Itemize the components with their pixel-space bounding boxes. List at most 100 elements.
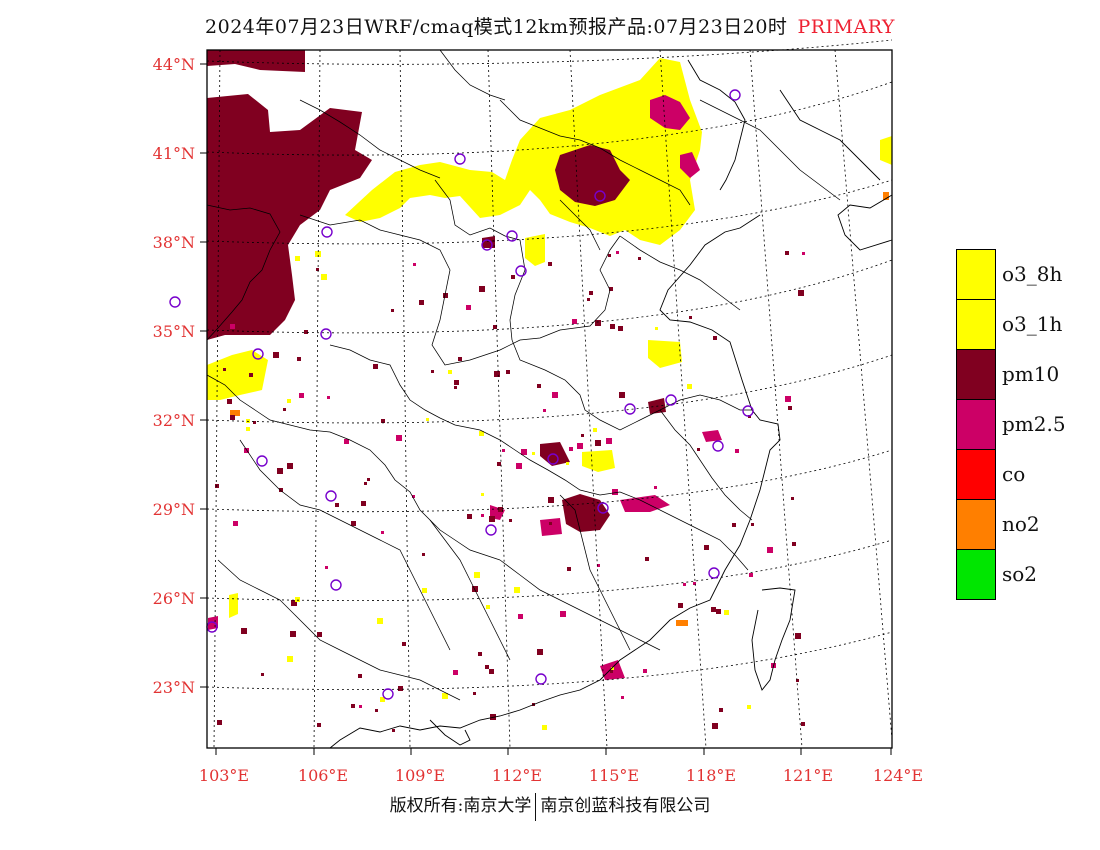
title-tag: PRIMARY xyxy=(797,16,895,38)
pollution-speck xyxy=(472,586,478,592)
station-marker xyxy=(506,230,518,242)
pollution-speck xyxy=(795,633,801,639)
pollution-speck xyxy=(552,392,558,398)
pollution-speck xyxy=(549,522,552,525)
pollution-speck xyxy=(606,438,612,444)
pollution-speck xyxy=(560,611,566,617)
pollution-speck xyxy=(732,523,736,527)
legend-swatch xyxy=(956,449,996,500)
legend-swatch xyxy=(956,249,996,300)
pollution-speck xyxy=(351,704,355,708)
pollution-speck xyxy=(610,670,613,673)
pollution-speck xyxy=(749,573,753,577)
lat-label: 26°N xyxy=(153,589,195,608)
map-frame xyxy=(206,49,893,749)
legend-swatch xyxy=(956,399,996,450)
lon-label: 109°E xyxy=(395,766,445,785)
pollution-speck xyxy=(713,336,717,340)
station-marker xyxy=(454,153,466,165)
pollution-speck xyxy=(375,709,378,712)
pollution-speck xyxy=(543,409,546,412)
pollution-speck xyxy=(398,686,403,691)
pollution-speck xyxy=(595,440,601,446)
pollution-speck xyxy=(689,316,692,319)
pollution-speck xyxy=(716,609,721,614)
title-main: 2024年07月23日WRF/cmaq模式12km预报产品:07月23日20时 xyxy=(205,16,788,38)
pollution-speck xyxy=(619,392,625,398)
pollution-speck xyxy=(481,493,484,496)
pollution-speck xyxy=(532,452,535,455)
pollution-speck xyxy=(506,370,510,374)
pollution-speck xyxy=(572,319,577,324)
pollution-speck xyxy=(655,327,658,330)
lat-label: 23°N xyxy=(153,678,195,697)
pollution-speck xyxy=(548,262,552,266)
station-marker xyxy=(169,296,181,308)
pollution-speck xyxy=(514,587,520,593)
pollution-speck xyxy=(230,415,235,420)
pollution-speck xyxy=(479,431,484,436)
pollution-speck xyxy=(611,667,614,670)
station-marker xyxy=(594,190,606,202)
legend-swatch xyxy=(956,549,996,600)
pollution-speck xyxy=(321,274,327,280)
pollution-speck xyxy=(381,419,385,423)
pollution-speck xyxy=(638,257,641,260)
station-marker xyxy=(665,394,677,406)
pollution-speck xyxy=(785,396,791,402)
pollution-speck xyxy=(704,545,709,550)
station-marker xyxy=(742,405,754,417)
pollution-speck xyxy=(413,263,416,266)
station-marker xyxy=(382,688,394,700)
station-marker xyxy=(325,490,337,502)
pollution-speck xyxy=(767,547,773,553)
pollution-speck xyxy=(351,521,356,526)
pollution-speck xyxy=(454,386,457,389)
footer-divider xyxy=(535,792,537,821)
lon-label: 112°E xyxy=(492,766,542,785)
pollution-speck xyxy=(645,557,649,561)
pollution-speck xyxy=(317,723,321,727)
pollution-speck xyxy=(567,567,571,571)
legend-label: pm10 xyxy=(1002,362,1060,386)
lon-label: 115°E xyxy=(589,766,639,785)
graticule xyxy=(206,39,893,749)
pollution-speck xyxy=(230,324,235,329)
pollution-speck xyxy=(249,373,253,377)
lon-label: 121°E xyxy=(783,766,833,785)
station-marker xyxy=(252,348,264,360)
pollution-speck xyxy=(711,607,716,612)
pollution-speck xyxy=(597,564,600,567)
pollution-speck xyxy=(584,457,588,461)
station-marker xyxy=(708,567,720,579)
pollution-speck xyxy=(315,251,321,257)
station-marker xyxy=(712,440,724,452)
station-marker xyxy=(597,502,609,514)
pollution-speck xyxy=(724,610,729,615)
pm-region-beijing-tianjin xyxy=(555,95,700,206)
pollution-speck xyxy=(453,670,458,675)
legend-label: so2 xyxy=(1002,562,1038,586)
pollution-speck xyxy=(569,447,573,451)
pollution-speck xyxy=(299,393,304,398)
coastline xyxy=(329,59,893,749)
pollution-speck xyxy=(283,408,286,411)
pollution-speck xyxy=(466,305,471,310)
pollution-speck xyxy=(486,605,490,609)
station-marker xyxy=(330,579,342,591)
pollution-speck xyxy=(443,293,448,298)
station-marker xyxy=(515,265,527,277)
pollution-speck xyxy=(735,449,739,453)
pollution-speck xyxy=(257,328,260,331)
province-boundaries xyxy=(206,49,841,701)
pollution-speck xyxy=(419,300,424,305)
pollution-speck xyxy=(396,435,402,441)
pollution-speck xyxy=(458,357,462,361)
station-marker xyxy=(535,673,547,685)
pollution-speck xyxy=(215,484,219,488)
pollution-speck xyxy=(581,434,584,437)
pollution-speck xyxy=(719,708,723,712)
lat-label: 35°N xyxy=(153,322,195,341)
pollution-speck xyxy=(485,665,489,669)
